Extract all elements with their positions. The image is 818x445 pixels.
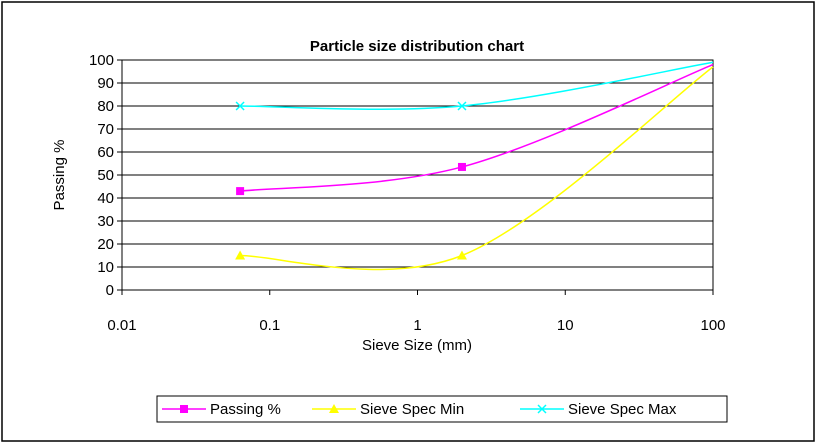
legend-label: Passing % (210, 401, 281, 418)
y-tick-label: 0 (106, 282, 114, 299)
data-point (457, 101, 467, 111)
x-tick-label: 0.1 (259, 317, 280, 334)
x-tick-label: 1 (413, 317, 421, 334)
y-tick-label: 90 (97, 75, 114, 92)
legend-marker (537, 404, 547, 414)
data-point (235, 250, 246, 260)
y-tick-label: 50 (97, 167, 114, 184)
x-axis-ticks: 0.01 0.1 1 10 100 (107, 290, 726, 334)
data-point (236, 187, 245, 196)
y-tick-label: 10 (97, 259, 114, 276)
legend-marker (180, 405, 188, 413)
x-tick-label: 0.01 (107, 317, 136, 334)
data-point (235, 101, 245, 111)
legend-box (156, 395, 728, 423)
legend-marker (329, 404, 339, 413)
legend: Passing % Sieve Spec Min Sieve Spec Max (162, 401, 677, 418)
y-tick-label: 20 (97, 236, 114, 253)
data-point (457, 162, 466, 171)
y-tick-label: 40 (97, 190, 114, 207)
legend-label: Sieve Spec Max (568, 401, 677, 418)
y-axis-label: Passing % (51, 140, 68, 211)
y-tick-label: 70 (97, 121, 114, 138)
series-layer (235, 61, 714, 271)
y-tick-label: 100 (89, 52, 114, 69)
x-axis-label: Sieve Size (mm) (362, 337, 472, 354)
legend-label: Sieve Spec Min (360, 401, 464, 418)
y-axis-ticks: 0 10 20 30 40 50 60 70 80 90 100 (89, 52, 122, 299)
chart-title: Particle size distribution chart (310, 38, 524, 55)
data-point (456, 250, 467, 260)
y-tick-label: 30 (97, 213, 114, 230)
y-tick-label: 80 (97, 98, 114, 115)
x-tick-label: 10 (557, 317, 574, 334)
x-tick-label: 100 (700, 317, 725, 334)
y-tick-label: 60 (97, 144, 114, 161)
